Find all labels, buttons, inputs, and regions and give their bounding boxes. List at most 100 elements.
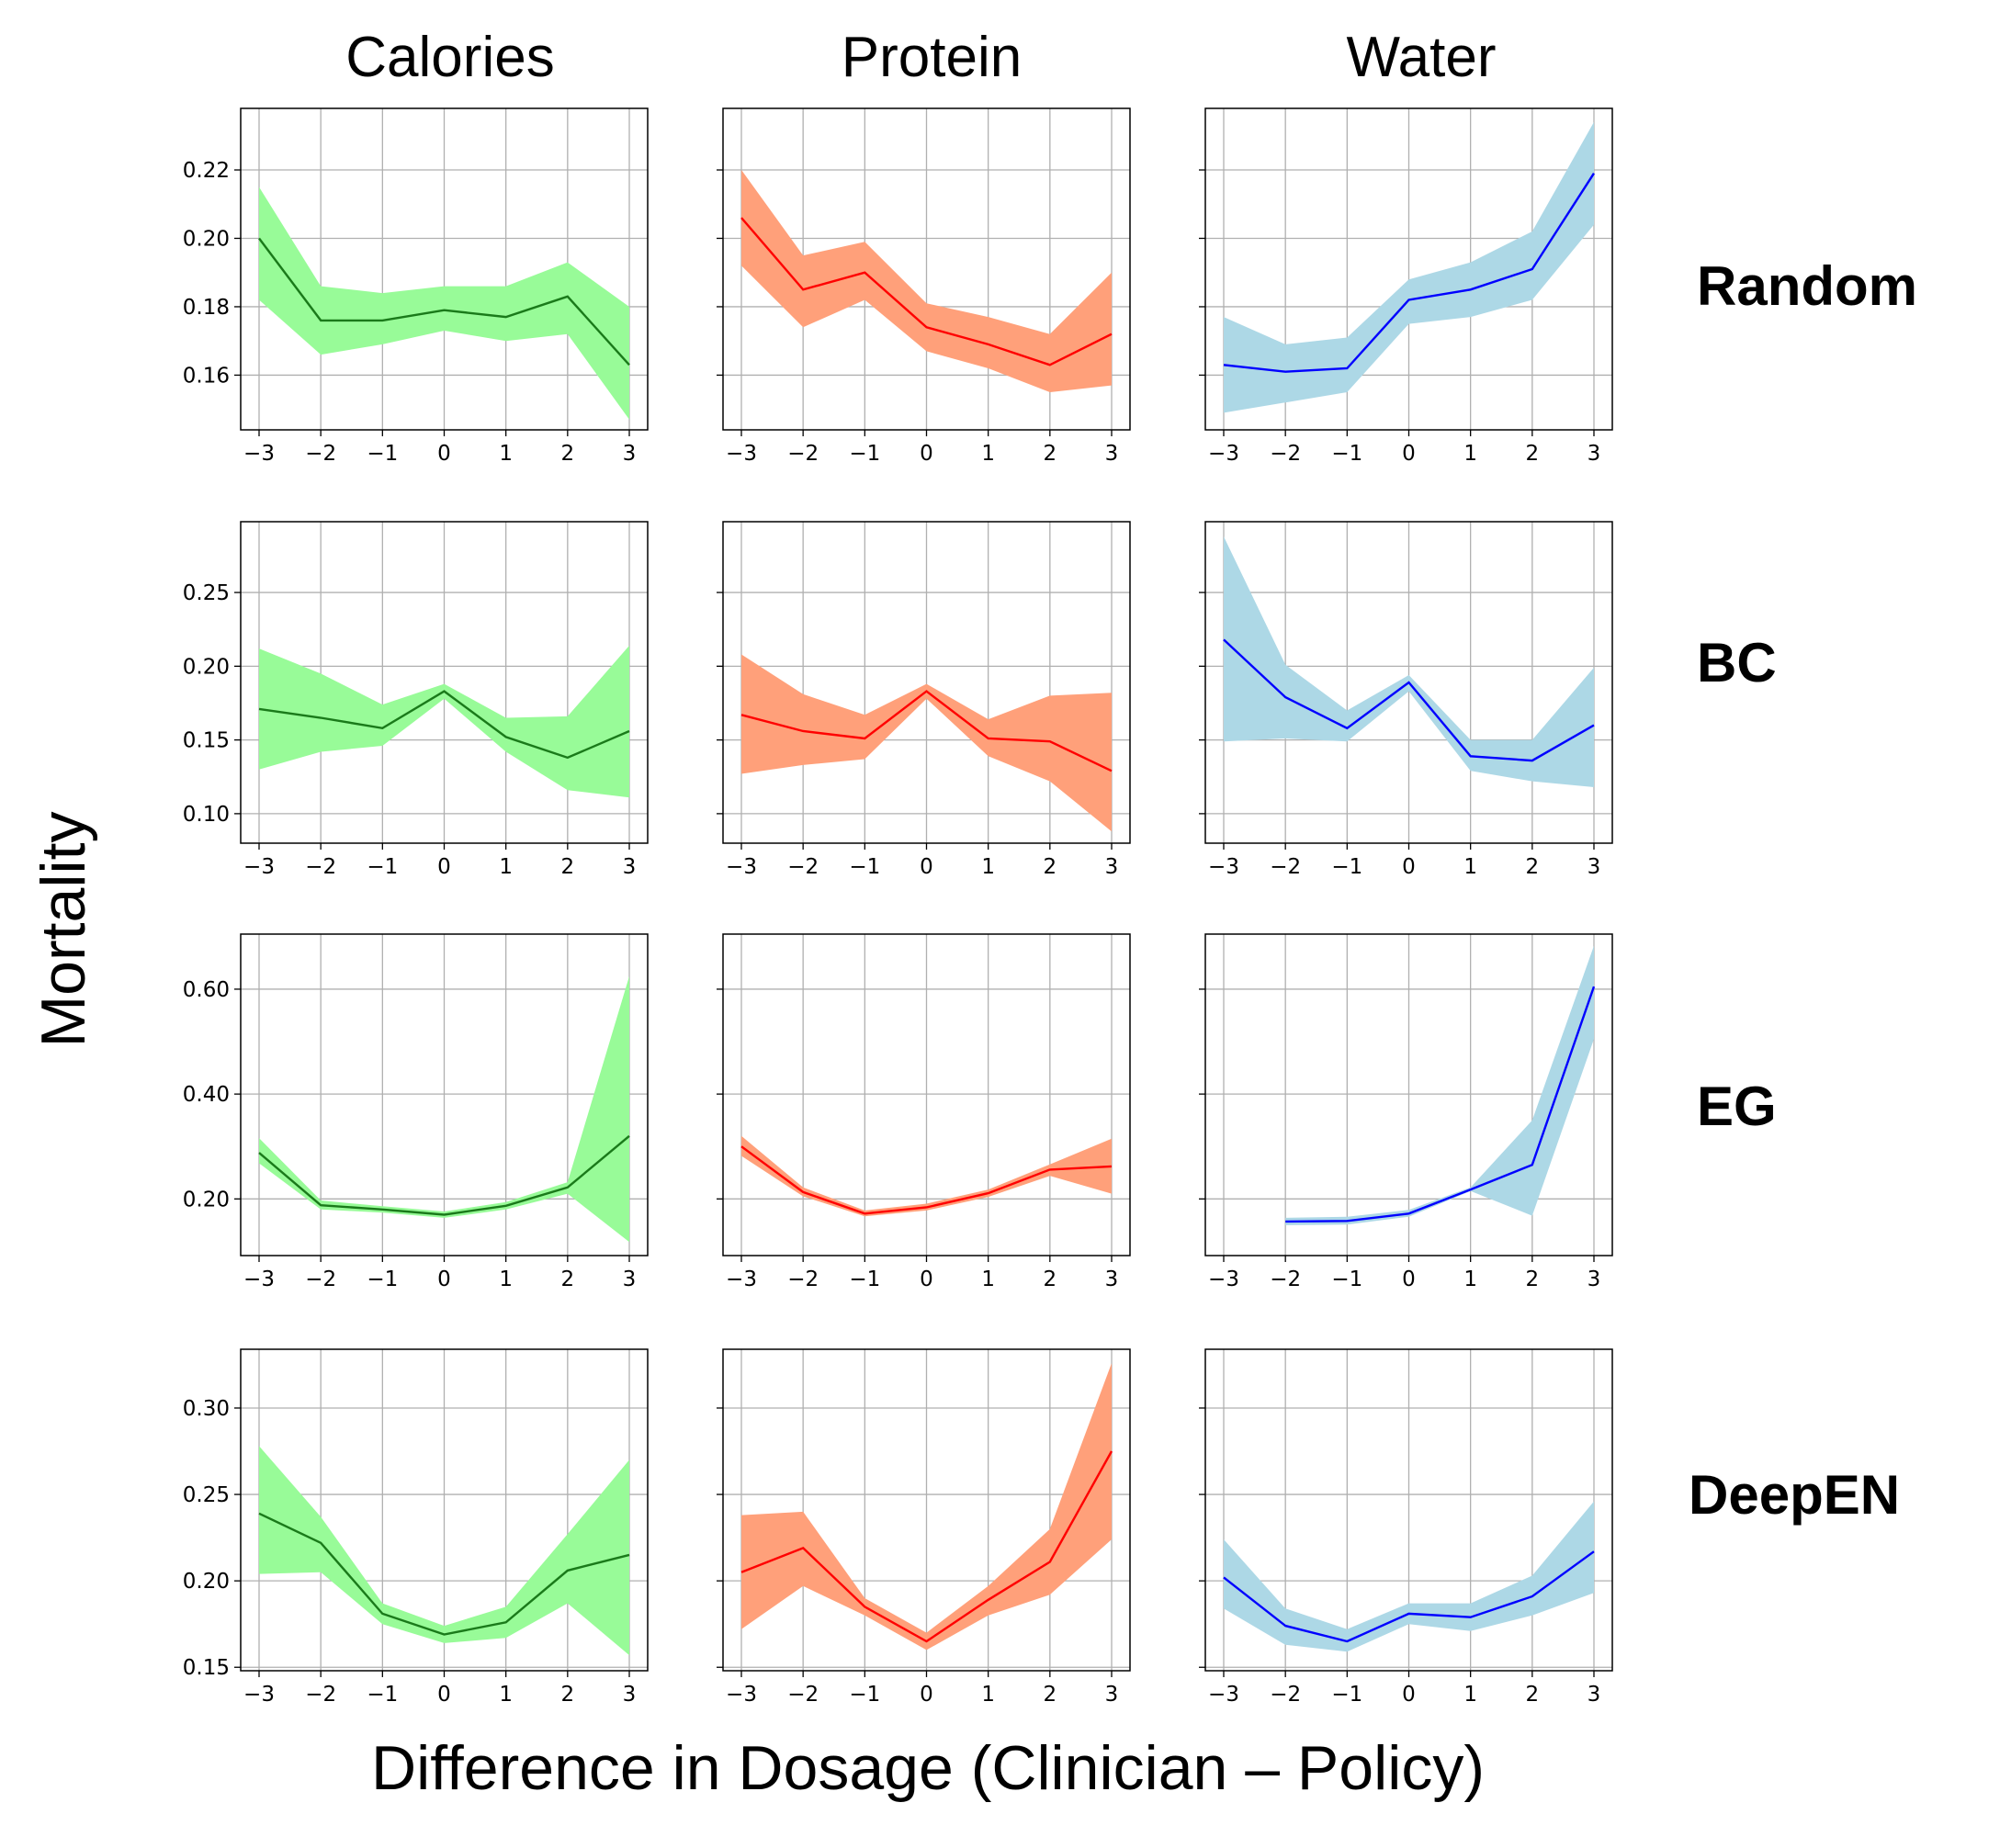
x-tick-label: 0 bbox=[1402, 1683, 1416, 1707]
panels: −3 −2 −1 0 1 2 3 0.16 0.18 0.20 0.22 −3 −2 −1 0 1 2 3 −3 −2… bbox=[183, 107, 1613, 1707]
y-tick-label: 0.20 bbox=[183, 1188, 230, 1211]
y-tick-label: 0.18 bbox=[183, 296, 230, 320]
column-title-calories: Calories bbox=[345, 26, 554, 89]
panel-bc-water: −3 −2 −1 0 1 2 3 bbox=[1199, 521, 1613, 879]
x-tick-label: −2 bbox=[1270, 1683, 1301, 1707]
y-tick-label: 0.15 bbox=[183, 729, 230, 753]
x-tick-label: 0 bbox=[920, 442, 933, 466]
x-tick-label: −1 bbox=[367, 855, 398, 879]
x-tick-label: 2 bbox=[1526, 442, 1540, 466]
series-line bbox=[1285, 986, 1596, 1223]
confidence-band bbox=[259, 186, 629, 420]
x-tick-label: −2 bbox=[1270, 855, 1301, 879]
x-tick-label: 3 bbox=[1105, 855, 1119, 879]
confidence-band bbox=[1224, 1501, 1594, 1652]
series-line bbox=[740, 217, 1113, 366]
series-line bbox=[740, 1450, 1113, 1643]
confidence-band bbox=[259, 645, 629, 798]
x-tick-label: 2 bbox=[1526, 1683, 1540, 1707]
y-tick-label: 0.20 bbox=[183, 227, 230, 251]
x-tick-label: −2 bbox=[305, 855, 336, 879]
x-tick-label: −2 bbox=[305, 442, 336, 466]
x-tick-label: −3 bbox=[1208, 1268, 1239, 1291]
series-line bbox=[1223, 1550, 1595, 1643]
x-tick-label: −3 bbox=[726, 1683, 757, 1707]
series-line bbox=[1223, 638, 1595, 762]
x-tick-label: −2 bbox=[305, 1268, 336, 1291]
y-tick-label: 0.25 bbox=[183, 581, 230, 605]
x-tick-label: −2 bbox=[787, 1683, 819, 1707]
x-tick-label: −1 bbox=[367, 442, 398, 466]
x-tick-label: −3 bbox=[726, 855, 757, 879]
panel-random-calories: −3 −2 −1 0 1 2 3 0.16 0.18 0.20 0.22 bbox=[183, 107, 649, 466]
confidence-band bbox=[741, 654, 1112, 832]
x-tick-label: 1 bbox=[499, 855, 513, 879]
panel-deepen-water: −3 −2 −1 0 1 2 3 bbox=[1199, 1348, 1613, 1707]
x-tick-label: 3 bbox=[1588, 442, 1601, 466]
x-tick-label: 1 bbox=[499, 1683, 513, 1707]
x-tick-label: 3 bbox=[623, 442, 637, 466]
x-tick-label: 3 bbox=[1588, 855, 1601, 879]
x-tick-label: 0 bbox=[437, 1683, 451, 1707]
confidence-band bbox=[1224, 121, 1594, 413]
x-tick-label: −3 bbox=[1208, 442, 1239, 466]
confidence-band bbox=[1224, 536, 1594, 787]
x-tick-label: 2 bbox=[1044, 1268, 1057, 1291]
x-tick-label: 0 bbox=[437, 1268, 451, 1291]
x-tick-label: −1 bbox=[367, 1683, 398, 1707]
x-tick-label: 2 bbox=[1526, 1268, 1540, 1291]
y-tick-label: 0.25 bbox=[183, 1483, 230, 1507]
x-tick-label: −3 bbox=[1208, 855, 1239, 879]
panel-bc-protein: −3 −2 −1 0 1 2 3 bbox=[717, 521, 1131, 879]
panel-random-water: −3 −2 −1 0 1 2 3 bbox=[1199, 107, 1613, 466]
x-tick-label: 2 bbox=[561, 855, 575, 879]
x-tick-label: 0 bbox=[920, 855, 933, 879]
panel-eg-water: −3 −2 −1 0 1 2 3 bbox=[1199, 933, 1613, 1291]
series-line bbox=[740, 690, 1113, 772]
confidence-band bbox=[1285, 945, 1594, 1225]
row-label-random: Random bbox=[1697, 255, 1917, 317]
y-tick-label: 0.10 bbox=[183, 803, 230, 827]
series-line bbox=[258, 1134, 630, 1216]
x-tick-label: 0 bbox=[1402, 855, 1416, 879]
x-tick-label: 3 bbox=[623, 855, 637, 879]
x-tick-label: 3 bbox=[1588, 1683, 1601, 1707]
x-tick-label: 3 bbox=[623, 1683, 637, 1707]
x-tick-label: 1 bbox=[981, 1683, 995, 1707]
panel-random-protein: −3 −2 −1 0 1 2 3 bbox=[717, 107, 1131, 466]
x-tick-label: 1 bbox=[1463, 1268, 1477, 1291]
x-tick-label: 1 bbox=[981, 1268, 995, 1291]
x-tick-label: 0 bbox=[1402, 442, 1416, 466]
x-tick-label: 3 bbox=[1588, 1268, 1601, 1291]
y-tick-label: 0.15 bbox=[183, 1656, 230, 1680]
x-tick-label: −2 bbox=[1270, 442, 1301, 466]
x-tick-label: −1 bbox=[849, 1683, 880, 1707]
confidence-band bbox=[259, 1446, 629, 1656]
x-tick-label: 3 bbox=[1105, 1268, 1119, 1291]
panel-eg-protein: −3 −2 −1 0 1 2 3 bbox=[717, 933, 1131, 1291]
x-tick-label: 2 bbox=[561, 442, 575, 466]
x-tick-label: 0 bbox=[1402, 1268, 1416, 1291]
series-line bbox=[1223, 173, 1596, 373]
row-label-deepen: DeepEN bbox=[1689, 1464, 1900, 1526]
confidence-band bbox=[741, 1135, 1112, 1217]
x-tick-label: −2 bbox=[305, 1683, 336, 1707]
x-tick-label: −2 bbox=[787, 855, 819, 879]
x-tick-label: 0 bbox=[437, 855, 451, 879]
x-tick-label: 2 bbox=[1044, 1683, 1057, 1707]
confidence-band bbox=[741, 170, 1112, 392]
y-tick-label: 0.22 bbox=[183, 159, 230, 183]
x-tick-label: 2 bbox=[1526, 855, 1540, 879]
y-tick-label: 0.40 bbox=[183, 1083, 230, 1107]
x-tick-label: −1 bbox=[367, 1268, 398, 1291]
x-tick-label: 1 bbox=[1463, 855, 1477, 879]
x-tick-label: 0 bbox=[437, 442, 451, 466]
y-axis-label: Mortality bbox=[28, 812, 98, 1048]
x-tick-label: −3 bbox=[1208, 1683, 1239, 1707]
x-tick-label: 3 bbox=[1105, 1683, 1119, 1707]
x-tick-label: −1 bbox=[1331, 442, 1362, 466]
series-line bbox=[740, 1145, 1113, 1215]
x-tick-label: −3 bbox=[243, 1268, 275, 1291]
row-label-bc: BC bbox=[1697, 632, 1777, 693]
